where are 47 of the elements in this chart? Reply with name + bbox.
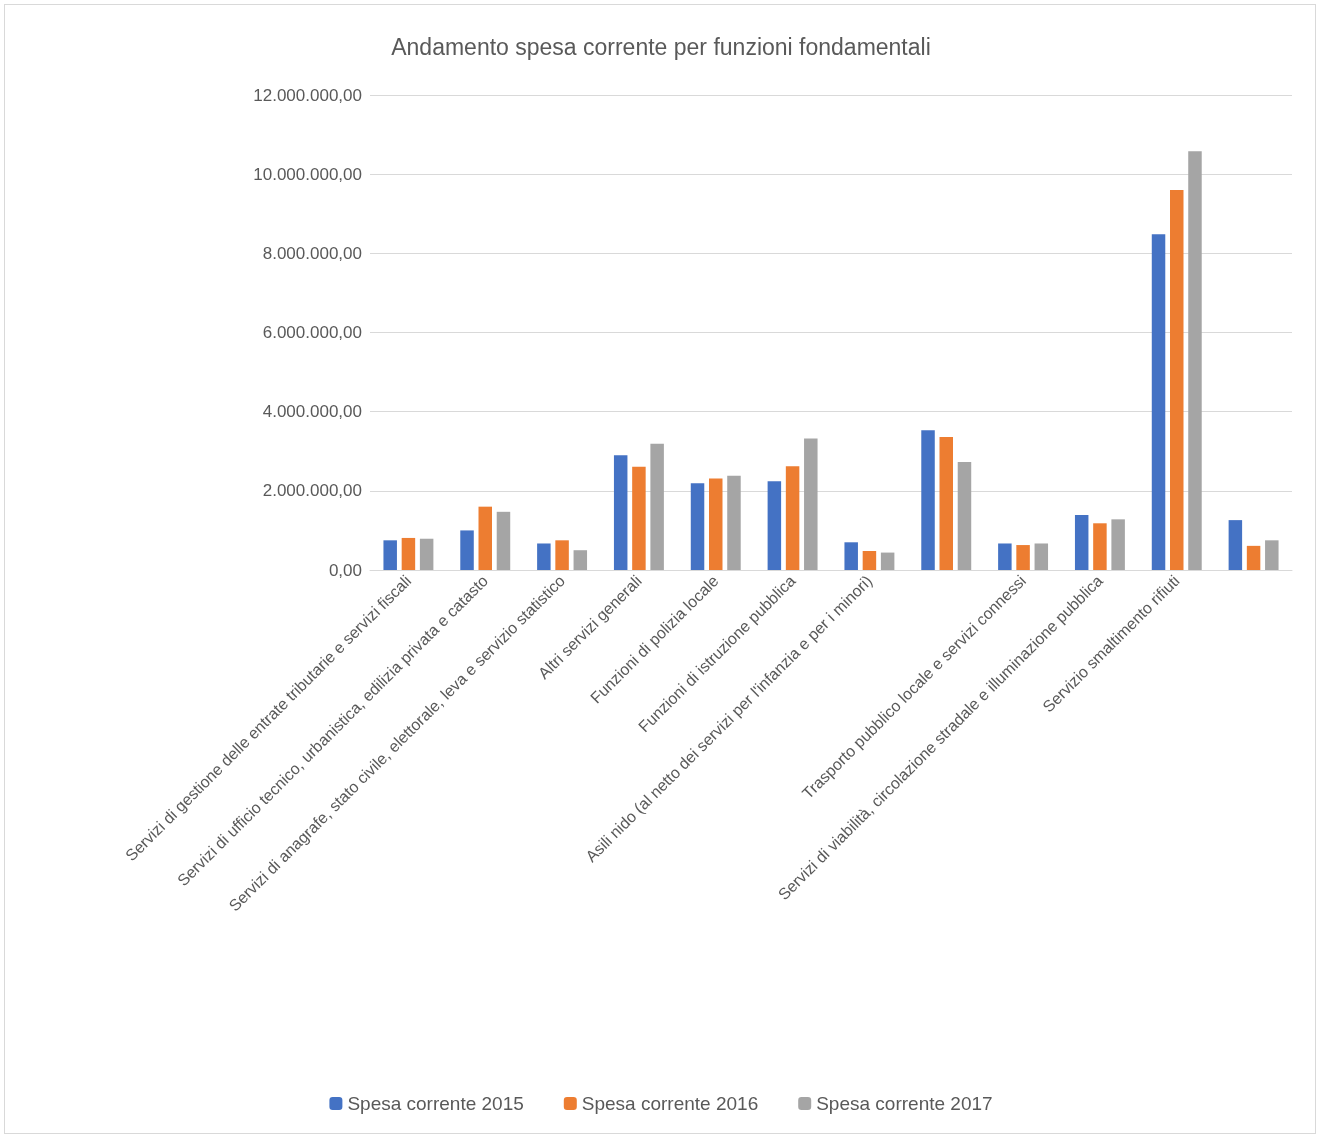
bar: [1093, 523, 1107, 570]
bar: [383, 540, 397, 570]
bar: [727, 475, 741, 570]
bar: [1111, 519, 1125, 570]
bar: [1188, 151, 1202, 570]
bar: [496, 511, 511, 570]
bar: [460, 530, 474, 570]
bar: [880, 552, 895, 570]
bar: [1074, 514, 1089, 570]
bar: [939, 437, 953, 570]
legend-label: Spesa corrente 2015: [347, 1093, 524, 1114]
y-tick-label: 6.000.000,00: [262, 323, 362, 342]
bar: [613, 455, 628, 570]
bar: [555, 540, 569, 570]
bar: [632, 466, 646, 570]
y-tick-label: 4.000.000,00: [262, 402, 362, 422]
bar: [1265, 540, 1279, 570]
legend-label: Spesa corrente 2016: [581, 1093, 759, 1114]
bar: [844, 542, 858, 570]
bar: [690, 483, 705, 570]
y-tick-label: 0,00: [328, 560, 362, 580]
bar: [573, 550, 588, 570]
y-tick-label: 8.000.000,00: [262, 243, 362, 263]
chart-title: Andamento spesa corrente per funzioni fondamentali: [391, 33, 931, 60]
y-tick-label: 2.000.000,00: [262, 481, 362, 501]
bar: [419, 538, 434, 570]
bar: [709, 478, 723, 570]
bar: [1016, 545, 1030, 570]
bar: [537, 543, 551, 570]
bar: [1170, 190, 1184, 570]
bar: [650, 443, 664, 570]
bar: [785, 466, 800, 570]
bar: [1034, 543, 1049, 570]
bar: [767, 481, 782, 570]
bar: [862, 551, 877, 570]
legend-label: Spesa corrente 2017: [816, 1093, 993, 1114]
bar: [1228, 520, 1243, 570]
bar: [1151, 234, 1166, 570]
bar: [1246, 545, 1261, 570]
bar: [998, 543, 1012, 570]
bar: [921, 430, 935, 570]
y-tick-label: 12.000.000,00: [253, 85, 362, 105]
y-tick-label: 10.000.000,00: [253, 164, 362, 184]
bar: [804, 438, 818, 570]
bar: [401, 537, 416, 570]
bar: [957, 461, 972, 570]
bar: [478, 506, 492, 570]
